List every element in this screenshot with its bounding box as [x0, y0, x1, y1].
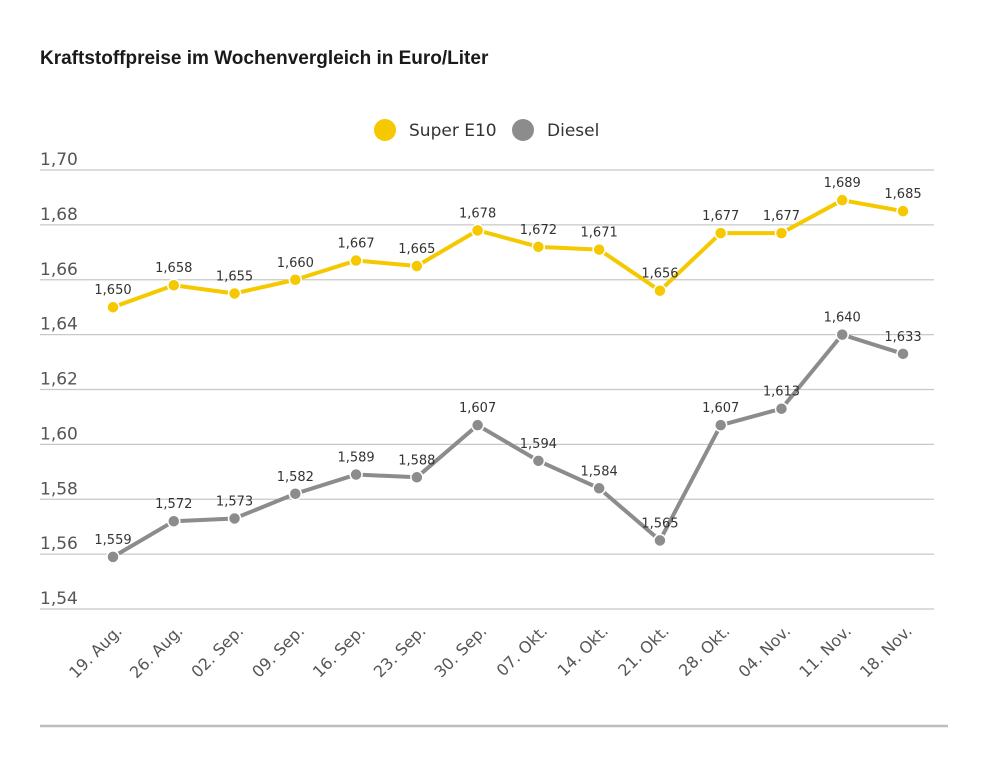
data-label-diesel: 1,565 — [641, 516, 678, 531]
x-tick-label: 11. Nov. — [795, 621, 855, 681]
data-point-super-e10 — [410, 259, 424, 273]
data-point-diesel — [470, 418, 485, 432]
x-tick-label: 07. Okt. — [493, 621, 552, 680]
data-point-super-e10 — [835, 193, 849, 207]
data-label-super-e10: 1,656 — [641, 267, 678, 282]
series-group: 1,650 1,658 1,655 1,660 1,667 1,665 1,678 1,672… — [94, 176, 922, 564]
y-tick-label: 1,70 — [40, 150, 78, 170]
data-label-super-e10: 1,672 — [520, 223, 557, 238]
data-label-super-e10: 1,667 — [337, 237, 374, 252]
data-point-diesel — [592, 481, 606, 496]
data-point-diesel — [227, 511, 242, 526]
x-tick-label: 19. Aug. — [65, 621, 126, 682]
x-tick-label: 28. Okt. — [675, 621, 734, 680]
legend: Super E10 Diesel — [374, 119, 599, 141]
data-point-diesel — [774, 401, 789, 416]
y-tick-label: 1,66 — [40, 260, 78, 280]
data-label-diesel: 1,633 — [884, 330, 921, 345]
x-tick-label: 30. Sep. — [430, 621, 490, 681]
data-point-super-e10 — [227, 286, 242, 301]
data-label-diesel: 1,640 — [824, 311, 861, 326]
data-label-diesel: 1,559 — [94, 533, 131, 548]
x-tick-label: 04. Nov. — [734, 621, 794, 681]
data-point-super-e10 — [288, 273, 303, 287]
y-tick-label: 1,56 — [40, 534, 78, 554]
data-label-diesel: 1,607 — [459, 401, 496, 416]
y-tick-label: 1,54 — [40, 589, 78, 609]
data-point-diesel — [349, 467, 363, 482]
data-point-super-e10 — [896, 204, 910, 218]
y-tick-label: 1,58 — [40, 479, 78, 499]
grid — [40, 169, 934, 610]
data-label-diesel: 1,582 — [277, 470, 314, 485]
y-tick-label: 1,60 — [40, 424, 78, 444]
x-tick-label: 21. Okt. — [614, 621, 673, 680]
data-label-diesel: 1,572 — [155, 497, 192, 512]
data-label-super-e10: 1,677 — [763, 209, 800, 224]
data-point-diesel — [531, 454, 546, 468]
x-tick-label: 26. Aug. — [126, 621, 187, 682]
data-point-diesel — [896, 347, 910, 361]
data-label-super-e10: 1,689 — [824, 176, 861, 191]
x-tick-label: 18. Nov. — [856, 621, 916, 681]
legend-marker-diesel — [512, 119, 534, 141]
series-line-diesel — [111, 332, 904, 559]
data-label-super-e10: 1,665 — [398, 242, 435, 257]
y-tick-label: 1,62 — [40, 370, 78, 390]
series-diesel: 1,559 1,572 1,573 1,582 1,589 1,588 1,607 1,594… — [94, 311, 922, 564]
data-point-diesel — [106, 550, 120, 564]
data-label-diesel: 1,607 — [702, 401, 739, 416]
data-label-diesel: 1,584 — [581, 464, 618, 479]
data-point-super-e10 — [653, 283, 667, 298]
data-label-super-e10: 1,658 — [155, 261, 192, 276]
data-label-diesel: 1,573 — [216, 494, 253, 509]
legend-label-diesel: Diesel — [547, 121, 599, 141]
data-label-diesel: 1,594 — [520, 437, 557, 452]
data-label-super-e10: 1,685 — [884, 187, 921, 202]
data-label-super-e10: 1,650 — [94, 283, 131, 298]
data-point-super-e10 — [592, 242, 606, 257]
data-point-super-e10 — [531, 240, 546, 254]
x-tick-label: 09. Sep. — [248, 621, 308, 681]
data-point-super-e10 — [470, 223, 485, 238]
data-label-super-e10: 1,671 — [581, 226, 618, 241]
y-tick-label: 1,68 — [40, 205, 78, 225]
x-tick-label: 02. Sep. — [187, 621, 247, 681]
x-tick-label: 14. Okt. — [553, 621, 612, 680]
data-label-diesel: 1,588 — [398, 453, 435, 468]
legend-label-super-e10: Super E10 — [409, 121, 497, 141]
data-label-diesel: 1,613 — [763, 385, 800, 400]
x-tick-label: 16. Sep. — [309, 621, 369, 681]
y-axis: 1,54 1,56 1,58 1,60 1,62 1,64 1,66 1,68 1,70 — [40, 150, 78, 609]
data-point-diesel — [835, 327, 849, 342]
data-point-super-e10 — [349, 253, 363, 268]
data-point-diesel — [410, 470, 424, 485]
y-tick-label: 1,64 — [40, 315, 78, 335]
data-point-super-e10 — [774, 226, 789, 240]
x-tick-label: 23. Sep. — [370, 621, 430, 681]
data-label-diesel: 1,589 — [337, 451, 374, 466]
data-point-diesel — [713, 418, 728, 432]
series-line-super-e10 — [112, 198, 904, 310]
data-point-diesel — [288, 487, 303, 501]
data-point-diesel — [653, 533, 667, 548]
data-point-super-e10 — [713, 226, 728, 240]
x-axis: 19. Aug. 26. Aug. 02. Sep. 09. Sep. 16. Sep.… — [65, 621, 916, 682]
chart-title: Kraftstoffpreise im Wochenvergleich in E… — [40, 48, 489, 69]
data-label-super-e10: 1,677 — [702, 209, 739, 224]
data-point-super-e10 — [167, 278, 181, 292]
series-super-e10: 1,650 1,658 1,655 1,660 1,667 1,665 1,678 1,672… — [94, 176, 922, 314]
legend-marker-super-e10 — [374, 119, 396, 141]
data-point-diesel — [167, 514, 181, 528]
data-label-super-e10: 1,660 — [277, 256, 314, 271]
data-label-super-e10: 1,678 — [459, 206, 496, 221]
data-point-super-e10 — [106, 300, 120, 314]
data-label-super-e10: 1,655 — [216, 269, 253, 284]
